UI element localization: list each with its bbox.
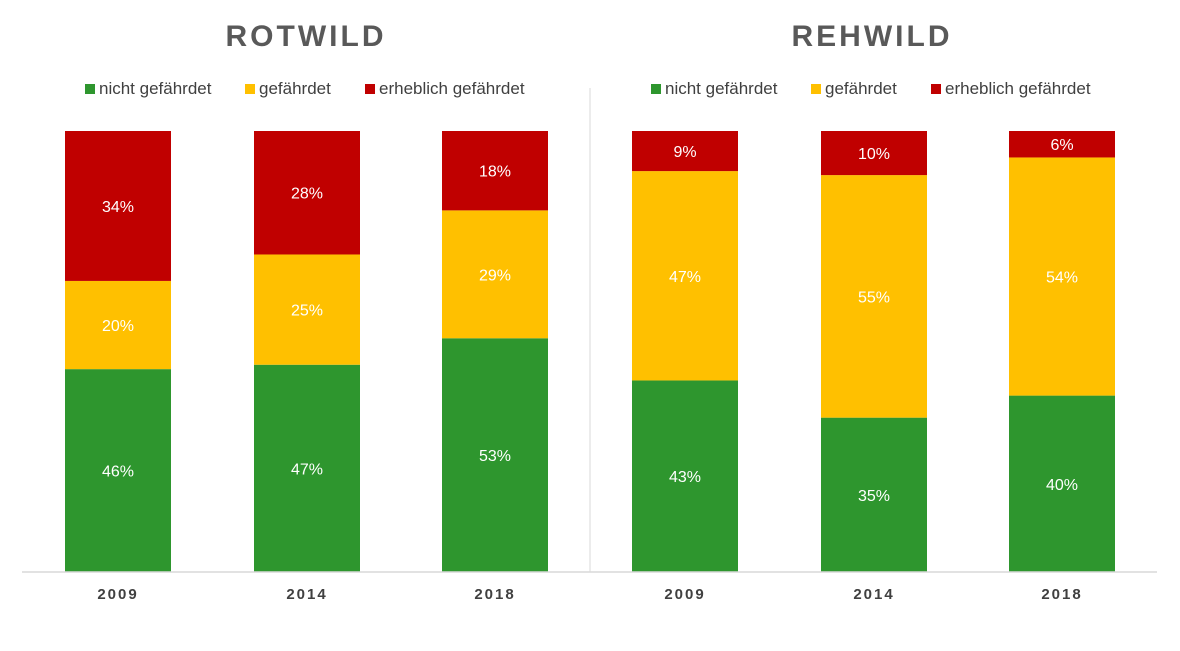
bar-segment-gefaehrdet-2014 [254, 254, 360, 365]
bar-segment-gefaehrdet-2009 [65, 280, 171, 370]
legend-label: erheblich gefährdet [945, 79, 1091, 98]
bar-segment-nicht-gefaehrdet-2018 [1009, 395, 1115, 572]
data-label: 28% [291, 186, 323, 203]
legend-item-erheblich-gefaehrdet: erheblich gefährdet [365, 79, 525, 98]
bar-segment-erheblich-gefaehrdet-2009 [632, 131, 738, 172]
legend-swatch [811, 84, 821, 94]
chart-title: REHWILD [792, 20, 953, 53]
bar-segment-nicht-gefaehrdet-2009 [65, 369, 171, 572]
legend-swatch [245, 84, 255, 94]
legend-swatch [931, 84, 941, 94]
bar-segment-nicht-gefaehrdet-2018 [442, 338, 548, 572]
chart-panel-rehwild: REHWILD nicht gefährdet gefährdet erheblich… [590, 20, 1157, 603]
x-tick-label: 2018 [1041, 586, 1082, 603]
bar-segment-gefaehrdet-2014 [821, 175, 927, 418]
data-label: 20% [102, 318, 134, 335]
legend-item-gefaehrdet: gefährdet [245, 79, 331, 98]
bar-segment-erheblich-gefaehrdet-2009 [65, 131, 171, 281]
bar-segment-erheblich-gefaehrdet-2018 [1009, 131, 1115, 158]
bar-segment-erheblich-gefaehrdet-2018 [442, 131, 548, 211]
data-label: 47% [291, 461, 323, 478]
data-label: 18% [479, 164, 511, 181]
x-tick-label: 2014 [853, 586, 894, 603]
data-label: 46% [102, 464, 134, 481]
data-label: 47% [669, 269, 701, 286]
bar-segment-nicht-gefaehrdet-2014 [254, 364, 360, 572]
bar-segment-erheblich-gefaehrdet-2014 [821, 131, 927, 176]
bar-segment-gefaehrdet-2018 [442, 210, 548, 339]
legend-swatch [651, 84, 661, 94]
legend-swatch [365, 84, 375, 94]
bar-segment-erheblich-gefaehrdet-2014 [254, 131, 360, 255]
x-tick-label: 2014 [286, 586, 327, 603]
bar-segment-gefaehrdet-2018 [1009, 157, 1115, 396]
data-label: 34% [102, 199, 134, 216]
legend-swatch [85, 84, 95, 94]
legend-item-nicht-gefaehrdet: nicht gefährdet [85, 79, 212, 98]
legend-item-gefaehrdet: gefährdet [811, 79, 897, 98]
x-tick-label: 2009 [97, 586, 138, 603]
data-label: 40% [1046, 477, 1078, 494]
data-label: 25% [291, 303, 323, 320]
data-label: 29% [479, 267, 511, 284]
x-tick-label: 2009 [664, 586, 705, 603]
legend-label: nicht gefährdet [99, 79, 212, 98]
legend-label: erheblich gefährdet [379, 79, 525, 98]
data-label: 6% [1050, 137, 1073, 154]
data-label: 55% [858, 289, 890, 306]
chart-panel-rotwild: ROTWILD nicht gefährdet gefährdet erheblich… [22, 20, 590, 603]
bar-segment-nicht-gefaehrdet-2014 [821, 417, 927, 572]
bar-segment-nicht-gefaehrdet-2009 [632, 380, 738, 572]
bar-segment-gefaehrdet-2009 [632, 171, 738, 381]
data-label: 10% [858, 146, 890, 163]
legend-label: gefährdet [259, 79, 331, 98]
legend-label: gefährdet [825, 79, 897, 98]
data-label: 43% [669, 469, 701, 486]
chart-title: ROTWILD [226, 20, 387, 53]
data-label: 9% [673, 144, 696, 161]
legend-item-erheblich-gefaehrdet: erheblich gefährdet [931, 79, 1091, 98]
data-label: 54% [1046, 270, 1078, 287]
data-label: 53% [479, 448, 511, 465]
x-tick-label: 2018 [474, 586, 515, 603]
legend-item-nicht-gefaehrdet: nicht gefährdet [651, 79, 778, 98]
data-label: 35% [858, 488, 890, 505]
legend-label: nicht gefährdet [665, 79, 778, 98]
